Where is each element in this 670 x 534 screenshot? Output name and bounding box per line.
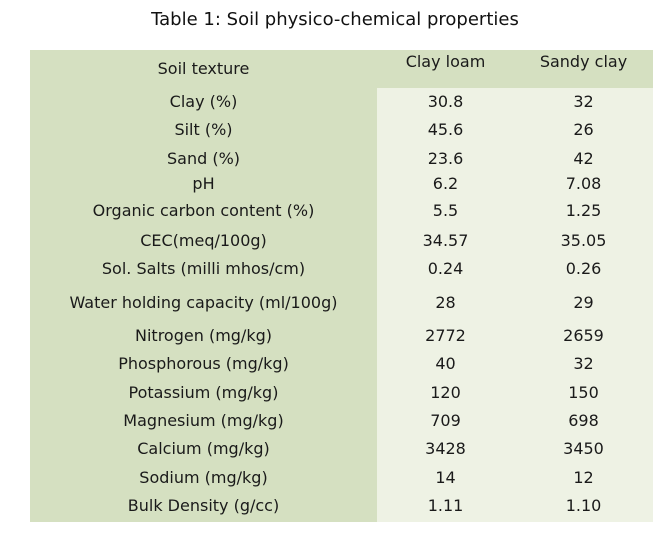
- row-label: Sodium (mg/kg): [139, 468, 268, 487]
- row-value-sandy-clay: 26: [573, 120, 594, 139]
- row-label: pH: [192, 174, 215, 193]
- table-title: Table 1: Soil physico-chemical propertie…: [151, 9, 519, 30]
- row-label: Calcium (mg/kg): [137, 439, 270, 458]
- row-label: Phosphorous (mg/kg): [118, 354, 289, 373]
- row-value-sandy-clay: 3450: [563, 439, 604, 458]
- row-value-sandy-clay: 2659: [563, 326, 604, 345]
- row-label: CEC(meq/100g): [140, 231, 267, 250]
- header-values-bg: [377, 50, 653, 88]
- row-value-clay-loam: 6.2: [432, 174, 459, 193]
- row-value-clay-loam: 45.6: [427, 120, 464, 139]
- row-value-clay-loam: 14: [435, 468, 456, 487]
- row-value-clay-loam: 34.57: [422, 231, 469, 250]
- header-clay-loam: Clay loam: [405, 52, 486, 71]
- row-value-clay-loam: 5.5: [432, 201, 459, 220]
- row-value-clay-loam: 23.6: [427, 149, 464, 168]
- row-label: Clay (%): [169, 92, 238, 111]
- row-value-clay-loam: 3428: [425, 439, 466, 458]
- row-value-clay-loam: 0.24: [427, 259, 464, 278]
- row-value-clay-loam: 28: [435, 293, 456, 312]
- row-value-sandy-clay: 12: [573, 468, 594, 487]
- row-value-sandy-clay: 1.10: [565, 496, 602, 515]
- row-value-sandy-clay: 32: [573, 92, 594, 111]
- row-value-clay-loam: 120: [430, 383, 461, 402]
- header-sandy-clay: Sandy clay: [539, 52, 628, 71]
- row-value-clay-loam: 1.11: [427, 496, 464, 515]
- row-value-sandy-clay: 7.08: [565, 174, 602, 193]
- row-value-sandy-clay: 0.26: [565, 259, 602, 278]
- row-label: Potassium (mg/kg): [128, 383, 279, 402]
- soil-properties-table: Soil texture Clay loam Sandy clay Clay (…: [30, 50, 653, 522]
- row-value-sandy-clay: 32: [573, 354, 594, 373]
- row-value-sandy-clay: 35.05: [560, 231, 607, 250]
- row-value-sandy-clay: 29: [573, 293, 594, 312]
- header-soil-texture: Soil texture: [157, 59, 250, 78]
- row-value-sandy-clay: 150: [568, 383, 599, 402]
- row-value-clay-loam: 2772: [425, 326, 466, 345]
- row-label: Bulk Density (g/cc): [127, 496, 280, 515]
- row-value-sandy-clay: 698: [568, 411, 599, 430]
- row-value-sandy-clay: 1.25: [565, 201, 602, 220]
- row-label: Sand (%): [166, 149, 241, 168]
- row-value-clay-loam: 30.8: [427, 92, 464, 111]
- row-label: Magnesium (mg/kg): [123, 411, 284, 430]
- row-value-sandy-clay: 42: [573, 149, 594, 168]
- row-label: Silt (%): [174, 120, 233, 139]
- row-value-clay-loam: 40: [435, 354, 456, 373]
- row-value-clay-loam: 709: [430, 411, 461, 430]
- row-label: Sol. Salts (milli mhos/cm): [101, 259, 306, 278]
- row-label: Water holding capacity (ml/100g): [69, 293, 338, 312]
- row-label: Nitrogen (mg/kg): [135, 326, 272, 345]
- values-bg: [377, 88, 653, 522]
- row-label: Organic carbon content (%): [92, 201, 315, 220]
